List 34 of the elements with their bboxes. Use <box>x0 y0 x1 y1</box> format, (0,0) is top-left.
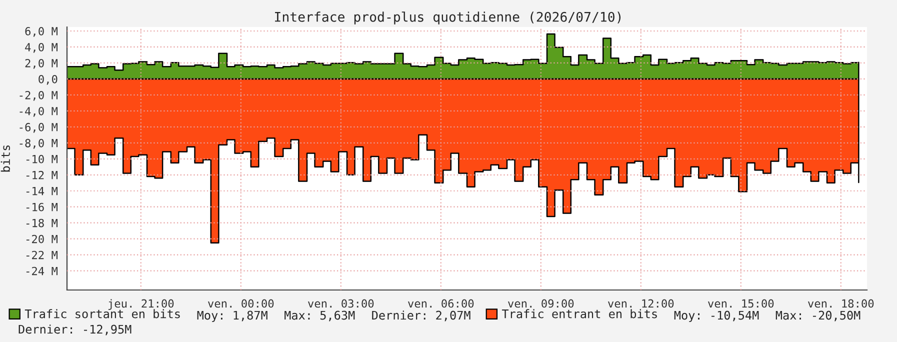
x-tick-label: ven. 12:00 <box>608 299 674 308</box>
text: Moy: -10,54M <box>674 310 759 322</box>
y-tick-label: 6,0 M <box>25 27 58 37</box>
legend-label: Trafic entrant en bits <box>502 309 657 318</box>
x-tick-label: ven. 03:00 <box>308 299 374 308</box>
y-tick-label: 0,0 <box>38 74 58 85</box>
legend-label: Trafic sortant en bits <box>24 309 180 318</box>
y-tick-label: -8,0 M <box>20 138 58 149</box>
x-tick-label: jeu. 21:00 <box>108 299 174 310</box>
y-tick-label: -6,0 M <box>20 122 58 133</box>
text: Moy: 1,87M <box>197 310 268 322</box>
text: Dernier: -12,95M <box>18 324 132 336</box>
y-tick-label: -14 M <box>26 187 58 196</box>
y-tick-label: -12 M <box>26 170 58 180</box>
x-tick-label: ven. 15:00 <box>708 299 774 308</box>
y-tick-label: -4,0 M <box>20 106 58 117</box>
y-tick-label: 2,0 M <box>25 58 58 69</box>
y-tick-label: 4,0 M <box>25 42 58 53</box>
x-tick-label: ven. 00:00 <box>208 299 274 308</box>
y-tick-label: -20 M <box>26 234 58 244</box>
y-tick-label: -16 M <box>26 202 58 212</box>
y-tick-label: -18 M <box>26 218 58 228</box>
chart-title: Interface prod-plus quotidienne (2026/07/10) <box>275 12 621 24</box>
x-tick-label: ven. 06:00 <box>408 299 474 308</box>
text: Dernier: 2,07M <box>372 310 470 322</box>
y-tick-label: -24 M <box>26 266 58 276</box>
text: Max: -20,50M <box>776 310 860 322</box>
y-tick-label: -22 M <box>26 250 58 260</box>
text: Max: 5,63M <box>284 310 355 322</box>
y-tick-label: -10 M <box>26 154 58 164</box>
y-axis-title: bits <box>0 145 10 172</box>
x-tick-label: ven. 18:00 <box>808 299 874 308</box>
x-tick-label: ven. 09:00 <box>508 299 574 308</box>
y-tick-label: -2,0 M <box>20 90 58 101</box>
